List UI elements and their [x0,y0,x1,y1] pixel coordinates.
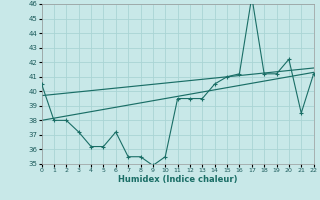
X-axis label: Humidex (Indice chaleur): Humidex (Indice chaleur) [118,175,237,184]
